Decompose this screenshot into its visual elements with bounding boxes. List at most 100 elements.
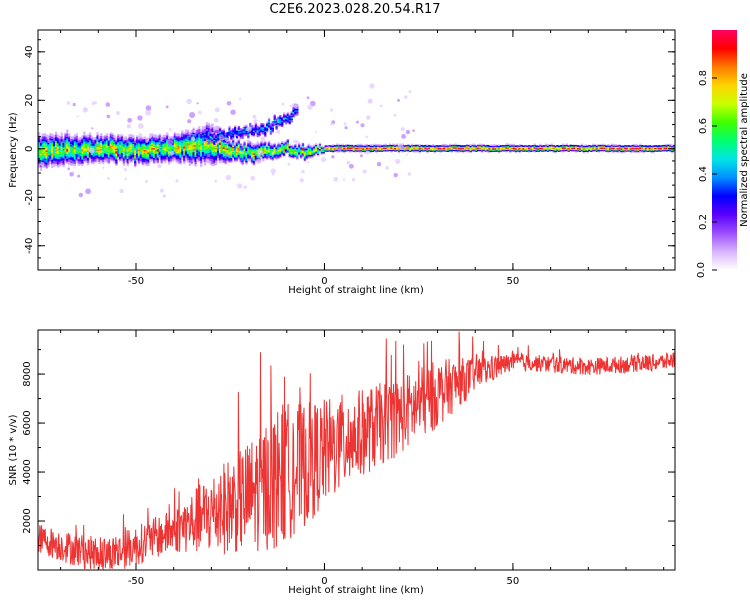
spectrogram-cell: [134, 147, 137, 150]
spectrogram-cell: [298, 152, 301, 154]
spectrogram-cell: [87, 149, 90, 151]
spectrogram-cell: [586, 150, 589, 152]
spectrogram-cell: [88, 143, 92, 145]
spectrogram-cell: [360, 147, 363, 150]
spectrogram-cell: [77, 139, 80, 142]
spectrogram-cell: [38, 144, 41, 146]
spectrogram-branch-cell: [277, 120, 280, 122]
spectrogram-speckle: [167, 139, 174, 146]
spectrogram-cell: [58, 158, 62, 161]
spectrogram-cell: [556, 149, 559, 152]
spectrogram-cell: [54, 154, 58, 157]
spectrogram-cell: [87, 136, 90, 139]
spectrogram-cell: [495, 148, 499, 151]
spectrogram-cell: [524, 145, 527, 147]
spectrogram-cell: [201, 128, 205, 131]
spectrogram-cell: [100, 153, 103, 156]
spectrogram-branch-cell: [273, 115, 276, 118]
spectrogram-branch-cell: [222, 132, 225, 134]
spectrogram-cell: [386, 149, 389, 152]
spectrogram-branch-cell: [290, 114, 293, 117]
spectrogram-cell: [81, 141, 84, 144]
spectrogram-cell: [245, 162, 248, 165]
spectrogram-cell: [529, 150, 533, 152]
spectrogram-cell: [107, 138, 111, 140]
spectrogram-branch-cell: [215, 136, 218, 138]
spectrogram-cell: [275, 157, 278, 159]
spectrogram-cell: [565, 143, 568, 146]
spectrogram-cell: [81, 157, 84, 159]
spectrogram-cell: [362, 149, 365, 151]
spectrogram-speckle: [88, 147, 95, 154]
spectrogram-branch-cell: [205, 129, 209, 131]
spectrogram-cell: [186, 152, 190, 155]
spectrogram-cell: [639, 149, 642, 152]
spectrogram-cell: [107, 157, 111, 160]
spectrogram-cell: [428, 149, 431, 152]
spectrogram-cell: [283, 146, 286, 149]
spectrogram-branch-cell: [213, 143, 216, 145]
spectrogram-cell: [100, 161, 103, 163]
spectrogram-cell: [164, 160, 167, 162]
spectrogram-cell: [550, 147, 553, 149]
spectrogram-cell: [149, 141, 152, 143]
spectrogram-cell: [209, 154, 212, 157]
spectrogram-cell: [277, 145, 280, 148]
spectrogram-cell: [190, 156, 193, 159]
spectrogram-cell: [309, 156, 312, 159]
spectrogram-cell: [271, 149, 274, 152]
spectrogram-cell: [126, 152, 129, 155]
spectrogram-cell: [119, 144, 122, 146]
spectrogram-branch-cell: [264, 135, 267, 137]
spectrogram-cell: [220, 153, 224, 156]
spectrogram-cell: [484, 145, 487, 147]
spectrogram-cell: [264, 157, 267, 160]
spectrogram-cell: [103, 145, 107, 148]
spectrogram-cell: [203, 151, 207, 154]
spectrogram-cell: [586, 146, 589, 149]
spectrogram-cell: [518, 148, 521, 151]
spectrogram-cell: [646, 146, 650, 149]
spectrogram-cell: [179, 143, 182, 146]
spectrogram-cell: [43, 163, 46, 166]
spectrogram-cell: [560, 147, 563, 150]
spectrogram-cell: [217, 128, 220, 131]
spectrogram-cell: [299, 145, 303, 148]
spectrogram-branch-cell: [283, 114, 286, 117]
spectrogram-cell: [160, 146, 163, 149]
spectrogram-cell: [49, 151, 52, 153]
spectrogram-cell: [224, 147, 227, 149]
spectrogram-cell: [45, 159, 48, 162]
spectrogram-cell: [418, 145, 421, 148]
spectrogram-cell: [107, 151, 111, 154]
spectrogram-cell: [250, 149, 254, 151]
spectrogram-cell: [152, 144, 156, 146]
spectrogram-cell: [558, 150, 561, 153]
spectrogram-cell: [218, 139, 222, 142]
spectrogram-cell: [117, 143, 120, 146]
spectrogram-cell: [143, 148, 146, 151]
spectrogram-cell: [627, 146, 631, 149]
spectrogram-cell: [324, 147, 327, 150]
spectrogram-cell: [113, 135, 116, 137]
spectrogram-cell: [364, 151, 367, 154]
spectrogram-cell: [546, 150, 550, 152]
spectrogram-branch-cell: [264, 133, 267, 136]
spectrogram-cell: [188, 153, 192, 156]
spectrogram-cell: [128, 142, 131, 145]
spectrogram-cell: [335, 147, 339, 149]
spectrogram-cell: [168, 160, 171, 163]
spectrogram-cell: [132, 150, 135, 153]
spectrogram-cell: [103, 141, 107, 143]
spectrogram-cell: [49, 136, 52, 139]
spectrogram-cell: [56, 151, 60, 154]
spectrogram-cell: [137, 138, 141, 141]
spectrogram-cell: [610, 150, 614, 153]
spectrogram-cell: [577, 146, 580, 148]
spectrogram-cell: [45, 141, 48, 144]
spectrogram-cell: [601, 143, 604, 146]
spectrogram-cell: [590, 150, 593, 152]
spectrogram-speckle: [270, 168, 276, 174]
spectrogram-cell: [54, 151, 58, 153]
spectrogram-cell: [185, 134, 188, 136]
